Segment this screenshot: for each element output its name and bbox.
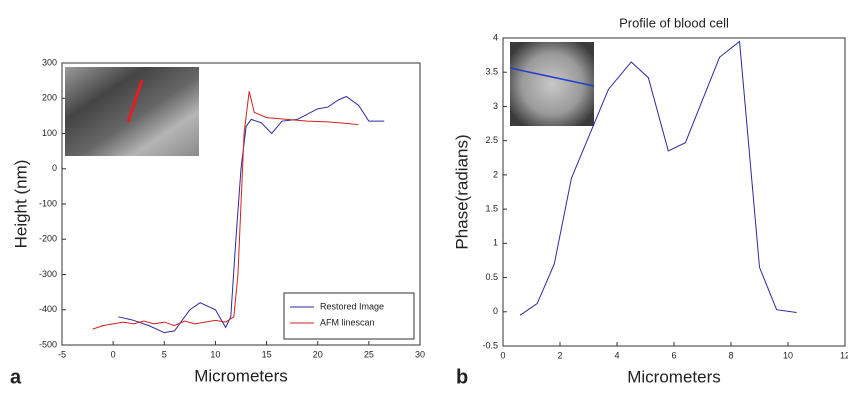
panel-label: b	[456, 366, 468, 388]
y-tick-label: 4	[493, 32, 498, 42]
y-tick-label: 0	[493, 306, 498, 316]
x-tick-label: 12	[840, 350, 848, 360]
x-tick-label: 20	[313, 349, 323, 359]
x-tick-label: 6	[671, 350, 676, 360]
y-tick-label: -300	[39, 269, 57, 279]
y-axis-label: Phase(radians)	[452, 134, 471, 249]
y-tick-label: 0	[52, 163, 57, 173]
x-tick-label: 10	[783, 350, 793, 360]
y-tick-label: 2.5	[485, 135, 498, 145]
legend-box	[284, 293, 414, 339]
x-tick-label: 5	[162, 349, 167, 359]
x-tick-label: -5	[58, 349, 66, 359]
x-tick-label: 25	[364, 349, 374, 359]
legend-label: AFM linescan	[320, 317, 375, 327]
y-tick-label: 300	[42, 57, 57, 67]
panel-label: a	[10, 366, 22, 388]
x-tick-label: 4	[614, 350, 619, 360]
x-axis-label: Micrometers	[194, 366, 288, 385]
y-tick-label: -0.5	[482, 340, 498, 350]
chart-title: Profile of blood cell	[619, 15, 729, 30]
figure: -5051015202530-500-400-300-200-100010020…	[0, 0, 848, 396]
legend-label: Restored Image	[320, 301, 384, 311]
y-tick-label: -400	[39, 304, 57, 314]
y-tick-label: 1.5	[485, 203, 498, 213]
x-tick-label: 15	[262, 349, 272, 359]
y-tick-label: 200	[42, 93, 57, 103]
x-tick-label: 0	[500, 350, 505, 360]
y-tick-label: 3.5	[485, 67, 498, 77]
y-tick-label: 1	[493, 238, 498, 248]
x-axis-label: Micrometers	[627, 367, 721, 386]
x-tick-label: 10	[210, 349, 220, 359]
y-tick-label: 3	[493, 101, 498, 111]
y-axis-label: Height (nm)	[11, 160, 30, 249]
y-tick-label: 0.5	[485, 272, 498, 282]
y-tick-label: 2	[493, 169, 498, 179]
x-tick-label: 30	[415, 349, 425, 359]
y-tick-label: 100	[42, 128, 57, 138]
x-tick-label: 0	[111, 349, 116, 359]
y-tick-label: -100	[39, 198, 57, 208]
y-tick-label: -500	[39, 339, 57, 349]
x-tick-label: 2	[557, 350, 562, 360]
x-tick-label: 8	[728, 350, 733, 360]
y-tick-label: -200	[39, 234, 57, 244]
